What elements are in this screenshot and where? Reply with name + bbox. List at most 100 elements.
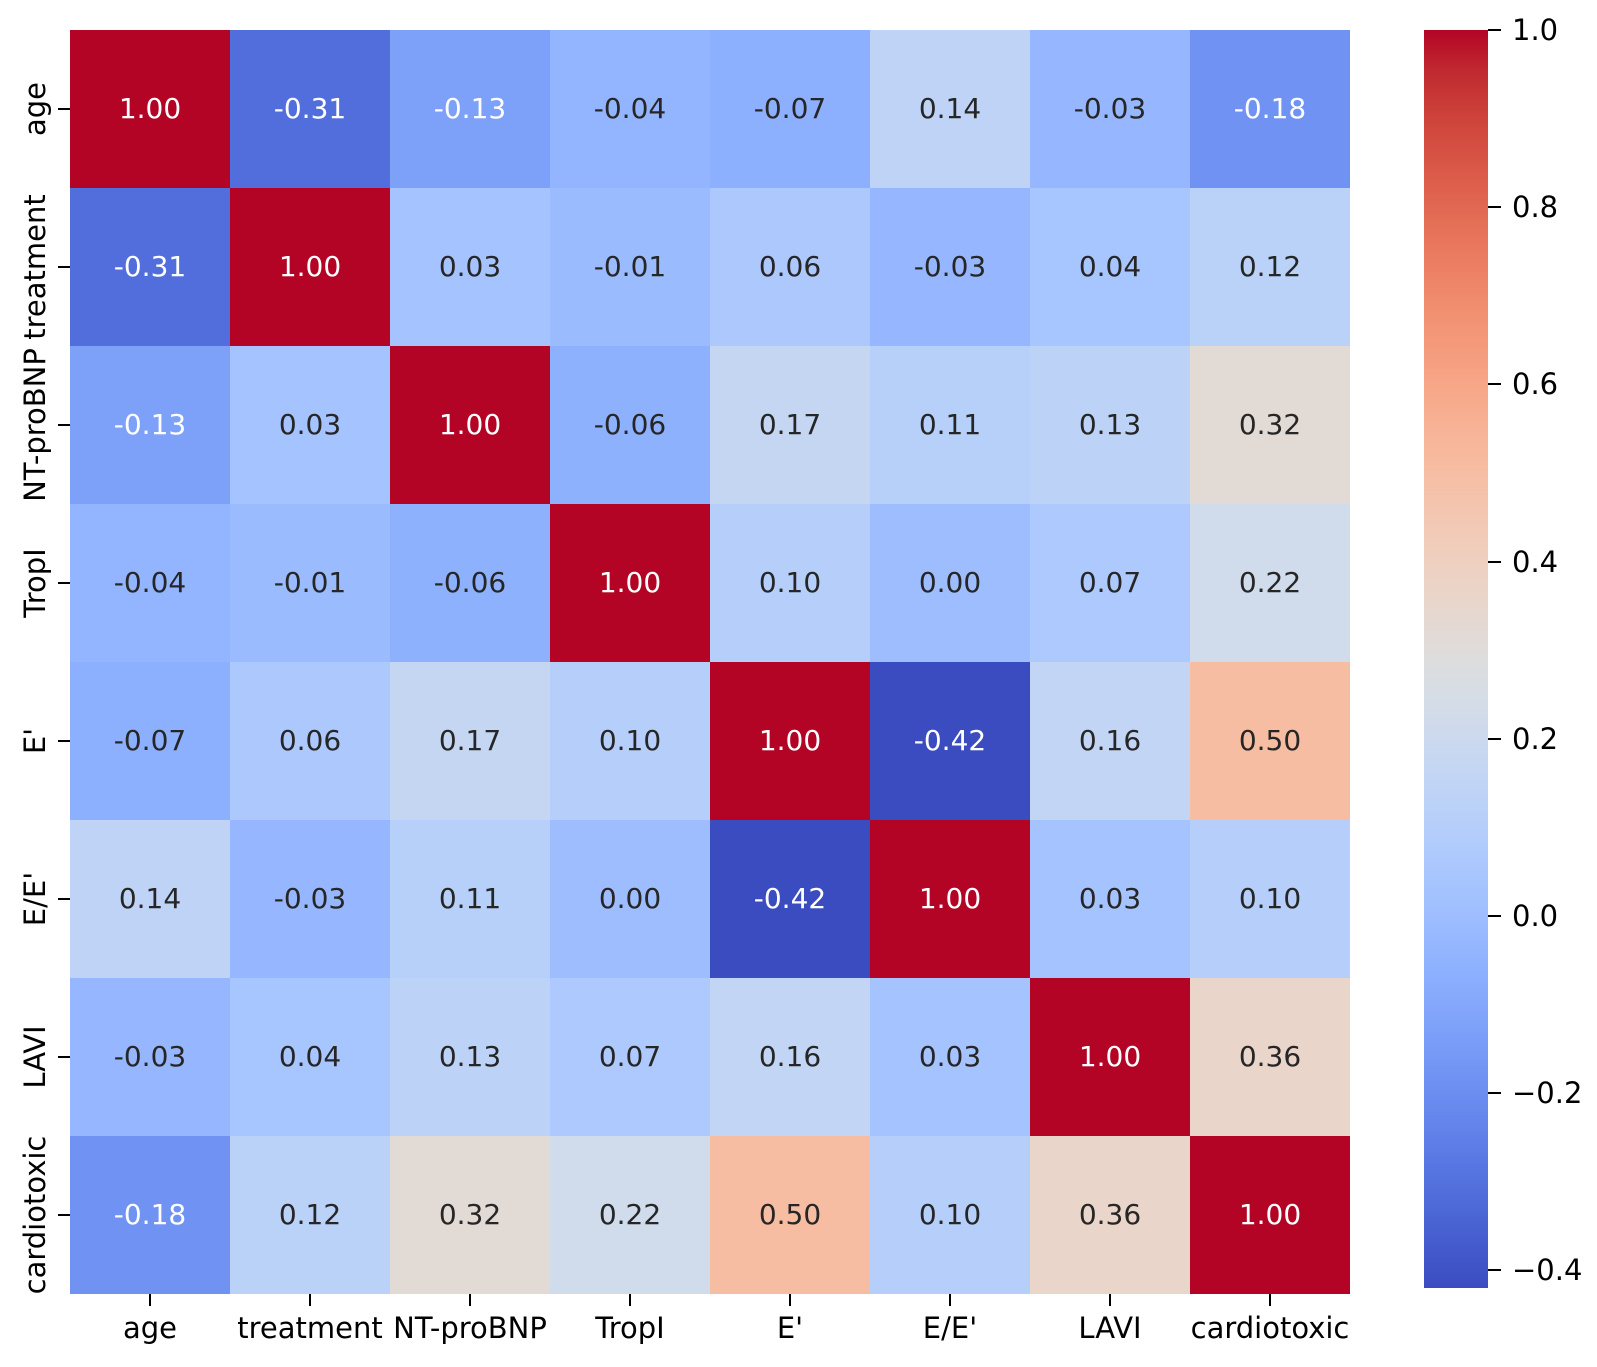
heatmap-cell: 0.04 (1030, 188, 1190, 346)
heatmap-cell: 0.12 (1190, 188, 1350, 346)
heatmap-cell: 0.17 (710, 346, 870, 504)
y-tick-mark (58, 740, 70, 742)
heatmap-cell: 0.13 (390, 978, 550, 1136)
cell-value: -0.07 (753, 92, 827, 125)
colorbar-tick-label: 0.8 (1512, 190, 1559, 225)
y-tick-label: LAVI (18, 1025, 52, 1089)
cell-value: -0.18 (113, 1198, 187, 1231)
x-tick-label: cardiotoxic (1190, 1311, 1350, 1345)
heatmap-cell: 0.03 (870, 978, 1030, 1136)
y-tick-mark (58, 1056, 70, 1058)
y-tick-mark (58, 424, 70, 426)
colorbar-tick-mark (1488, 737, 1501, 740)
heatmap-cell: 0.10 (870, 1136, 1030, 1294)
cell-value: 0.32 (438, 1198, 502, 1231)
colorbar-tick-label: −0.4 (1512, 1253, 1583, 1288)
cell-value: 0.10 (918, 1198, 982, 1231)
heatmap-cell: 0.03 (1030, 820, 1190, 978)
cell-value: 0.50 (758, 1198, 822, 1231)
heatmap-cell: 0.07 (550, 978, 710, 1136)
heatmap-cell: -0.01 (550, 188, 710, 346)
heatmap-cell: 1.00 (710, 662, 870, 820)
cell-value: 0.00 (598, 882, 662, 915)
cell-value: 0.06 (758, 250, 822, 283)
heatmap-cell: 1.00 (870, 820, 1030, 978)
colorbar-tick-label: 0.2 (1512, 721, 1559, 756)
y-tick-mark (58, 108, 70, 110)
cell-value: 0.16 (1078, 724, 1142, 757)
cell-value: 0.13 (438, 1040, 502, 1073)
y-tick-label: TropI (18, 548, 52, 618)
x-tick-mark (309, 1294, 311, 1306)
cell-value: 1.00 (758, 724, 822, 757)
colorbar-gradient (1424, 30, 1488, 1288)
heatmap-cell: 0.06 (710, 188, 870, 346)
x-tick-label: E/E' (922, 1311, 978, 1345)
heatmap-cell: 1.00 (70, 30, 230, 188)
heatmap-cell: 0.36 (1030, 1136, 1190, 1294)
cell-value: 0.06 (278, 724, 342, 757)
cell-value: 0.17 (438, 724, 502, 757)
cell-value: 1.00 (118, 92, 182, 125)
heatmap-grid: 1.00 -0.31 -0.13 -0.04 -0.07 0.14 -0.03 -0.18 -0… (70, 30, 1350, 1294)
colorbar-tick-mark (1488, 1092, 1501, 1095)
x-tick-mark (149, 1294, 151, 1306)
cell-value: 0.03 (438, 250, 502, 283)
cell-value: 0.10 (1238, 882, 1302, 915)
colorbar-tick-label: −0.2 (1512, 1076, 1583, 1111)
cell-value: 0.13 (1078, 408, 1142, 441)
heatmap-cell: 0.11 (870, 346, 1030, 504)
heatmap-cell: 0.00 (550, 820, 710, 978)
heatmap-cell: 0.14 (870, 30, 1030, 188)
colorbar-tick-label: 1.0 (1512, 13, 1559, 47)
x-tick-mark (1109, 1294, 1111, 1306)
heatmap-cell: 0.03 (390, 188, 550, 346)
heatmap-cell: 0.12 (230, 1136, 390, 1294)
cell-value: -0.18 (1233, 92, 1307, 125)
y-tick-label: E' (18, 727, 52, 755)
x-tick-label: TropI (595, 1311, 665, 1345)
heatmap-cell: -0.31 (230, 30, 390, 188)
colorbar-tick-mark (1488, 29, 1501, 31)
cell-value: 0.04 (278, 1040, 342, 1073)
cell-value: 0.04 (1078, 250, 1142, 283)
x-tick-label: LAVI (1078, 1311, 1142, 1345)
colorbar-tick-label: 0.0 (1512, 898, 1559, 933)
heatmap-cell: -0.03 (1030, 30, 1190, 188)
cell-value: -0.01 (273, 566, 347, 599)
cell-value: 0.07 (1078, 566, 1142, 599)
cell-value: -0.13 (113, 408, 187, 441)
heatmap-cell: -0.04 (70, 504, 230, 662)
heatmap-cell: -0.18 (70, 1136, 230, 1294)
heatmap-cell: 1.00 (1030, 978, 1190, 1136)
cell-value: 0.14 (118, 882, 182, 915)
x-tick-mark (629, 1294, 631, 1306)
cell-value: 0.12 (1238, 250, 1302, 283)
cell-value: 0.12 (278, 1198, 342, 1231)
heatmap-cell: -0.18 (1190, 30, 1350, 188)
cell-value: 0.22 (598, 1198, 662, 1231)
cell-value: 0.36 (1078, 1198, 1142, 1231)
heatmap-cell: 1.00 (230, 188, 390, 346)
heatmap-cell: 0.11 (390, 820, 550, 978)
cell-value: 0.10 (758, 566, 822, 599)
cell-value: 1.00 (1078, 1040, 1142, 1073)
colorbar-tick-mark (1488, 1269, 1501, 1272)
cell-value: -0.42 (753, 882, 827, 915)
y-tick-label: age (18, 81, 52, 137)
x-tick-mark (1269, 1294, 1271, 1306)
heatmap-cell: 0.32 (1190, 346, 1350, 504)
heatmap-cell: 0.17 (390, 662, 550, 820)
x-tick-label: treatment (237, 1311, 383, 1345)
heatmap-cell: 0.14 (70, 820, 230, 978)
heatmap-cell: 0.06 (230, 662, 390, 820)
heatmap-cell: -0.03 (70, 978, 230, 1136)
cell-value: 0.03 (1078, 882, 1142, 915)
heatmap-cell: 0.07 (1030, 504, 1190, 662)
cell-value: -0.13 (433, 92, 507, 125)
heatmap-cell: 0.10 (1190, 820, 1350, 978)
heatmap-cell: -0.07 (70, 662, 230, 820)
heatmap-cell: -0.04 (550, 30, 710, 188)
cell-value: 0.14 (918, 92, 982, 125)
